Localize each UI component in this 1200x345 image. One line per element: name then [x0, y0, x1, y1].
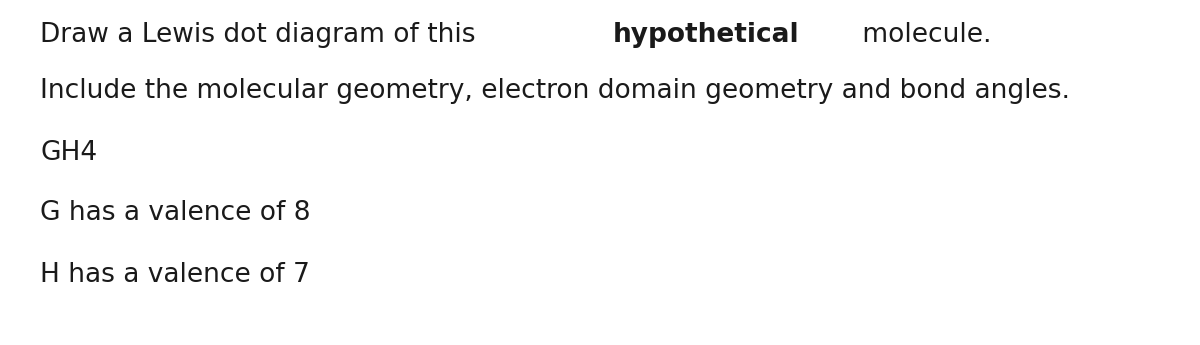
Text: molecule.: molecule.	[853, 22, 991, 48]
Text: hypothetical: hypothetical	[613, 22, 799, 48]
Text: GH4: GH4	[40, 140, 97, 166]
Text: G has a valence of 8: G has a valence of 8	[40, 200, 311, 226]
Text: H has a valence of 7: H has a valence of 7	[40, 262, 310, 288]
Text: Draw a Lewis dot diagram of this: Draw a Lewis dot diagram of this	[40, 22, 484, 48]
Text: Include the molecular geometry, electron domain geometry and bond angles.: Include the molecular geometry, electron…	[40, 78, 1070, 104]
